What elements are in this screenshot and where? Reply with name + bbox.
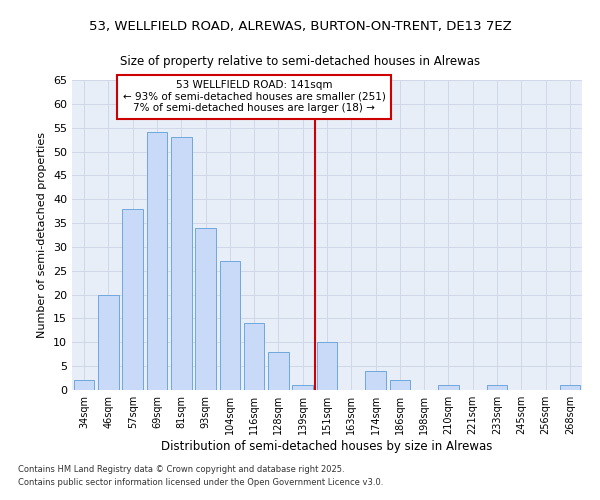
X-axis label: Distribution of semi-detached houses by size in Alrewas: Distribution of semi-detached houses by … — [161, 440, 493, 453]
Bar — [487, 385, 508, 390]
Bar — [195, 228, 216, 390]
Text: Contains HM Land Registry data © Crown copyright and database right 2025.: Contains HM Land Registry data © Crown c… — [18, 466, 344, 474]
Bar — [317, 342, 337, 390]
Text: Contains public sector information licensed under the Open Government Licence v3: Contains public sector information licen… — [18, 478, 383, 487]
Bar — [389, 380, 410, 390]
Bar — [292, 385, 313, 390]
Bar — [268, 352, 289, 390]
Text: 53, WELLFIELD ROAD, ALREWAS, BURTON-ON-TRENT, DE13 7EZ: 53, WELLFIELD ROAD, ALREWAS, BURTON-ON-T… — [89, 20, 511, 33]
Bar — [220, 261, 240, 390]
Bar — [98, 294, 119, 390]
Text: 53 WELLFIELD ROAD: 141sqm
← 93% of semi-detached houses are smaller (251)
7% of : 53 WELLFIELD ROAD: 141sqm ← 93% of semi-… — [123, 80, 386, 114]
Bar — [365, 371, 386, 390]
Bar — [244, 323, 265, 390]
Y-axis label: Number of semi-detached properties: Number of semi-detached properties — [37, 132, 47, 338]
Bar — [171, 137, 191, 390]
Text: Size of property relative to semi-detached houses in Alrewas: Size of property relative to semi-detach… — [120, 55, 480, 68]
Bar — [122, 209, 143, 390]
Bar — [560, 385, 580, 390]
Bar — [74, 380, 94, 390]
Bar — [438, 385, 459, 390]
Bar — [146, 132, 167, 390]
